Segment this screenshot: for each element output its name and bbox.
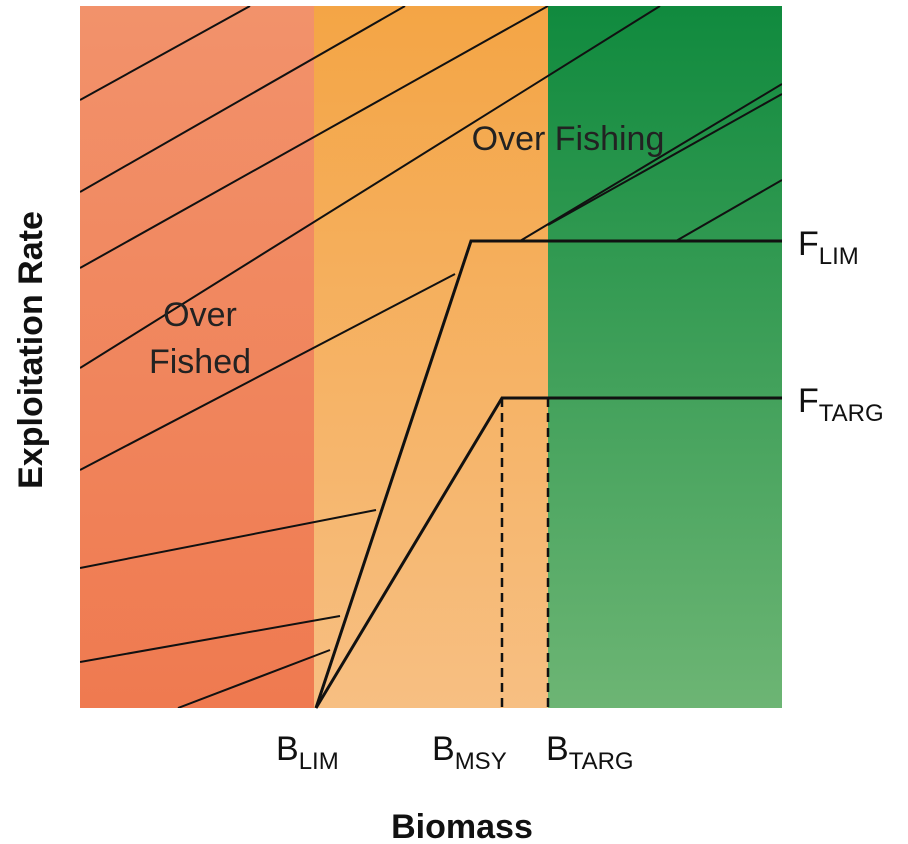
x-axis-title: Biomass <box>391 808 533 844</box>
b-lim-main: B <box>276 730 299 768</box>
b-targ-sub: TARG <box>569 748 634 775</box>
b-targ-main: B <box>546 730 569 768</box>
f-lim-sub: LIM <box>819 243 859 270</box>
f-lim-control-rule <box>314 239 782 709</box>
b-msy-label: BMSY <box>432 730 507 775</box>
b-lim-label: BLIM <box>276 730 339 775</box>
f-lim-label: FLIM <box>798 225 859 270</box>
b-lim-sub: LIM <box>299 748 339 775</box>
overfished-zone <box>80 6 314 708</box>
b-msy-sub: MSY <box>455 748 507 775</box>
b-targ-label: BTARG <box>546 730 634 775</box>
overfishing-hatching <box>80 6 782 708</box>
overfishing-label: Over Fishing <box>472 120 665 158</box>
y-axis-title: Exploitation Rate <box>12 211 50 489</box>
b-msy-main: B <box>432 730 455 768</box>
f-targ-label: FTARG <box>798 382 884 427</box>
overfished-label-line2: Fished <box>149 343 251 381</box>
f-lim-main: F <box>798 225 819 263</box>
healthy-zone <box>548 6 782 708</box>
overfished-label-line1: Over <box>163 296 237 334</box>
f-targ-sub: TARG <box>819 400 884 427</box>
f-targ-main: F <box>798 382 819 420</box>
